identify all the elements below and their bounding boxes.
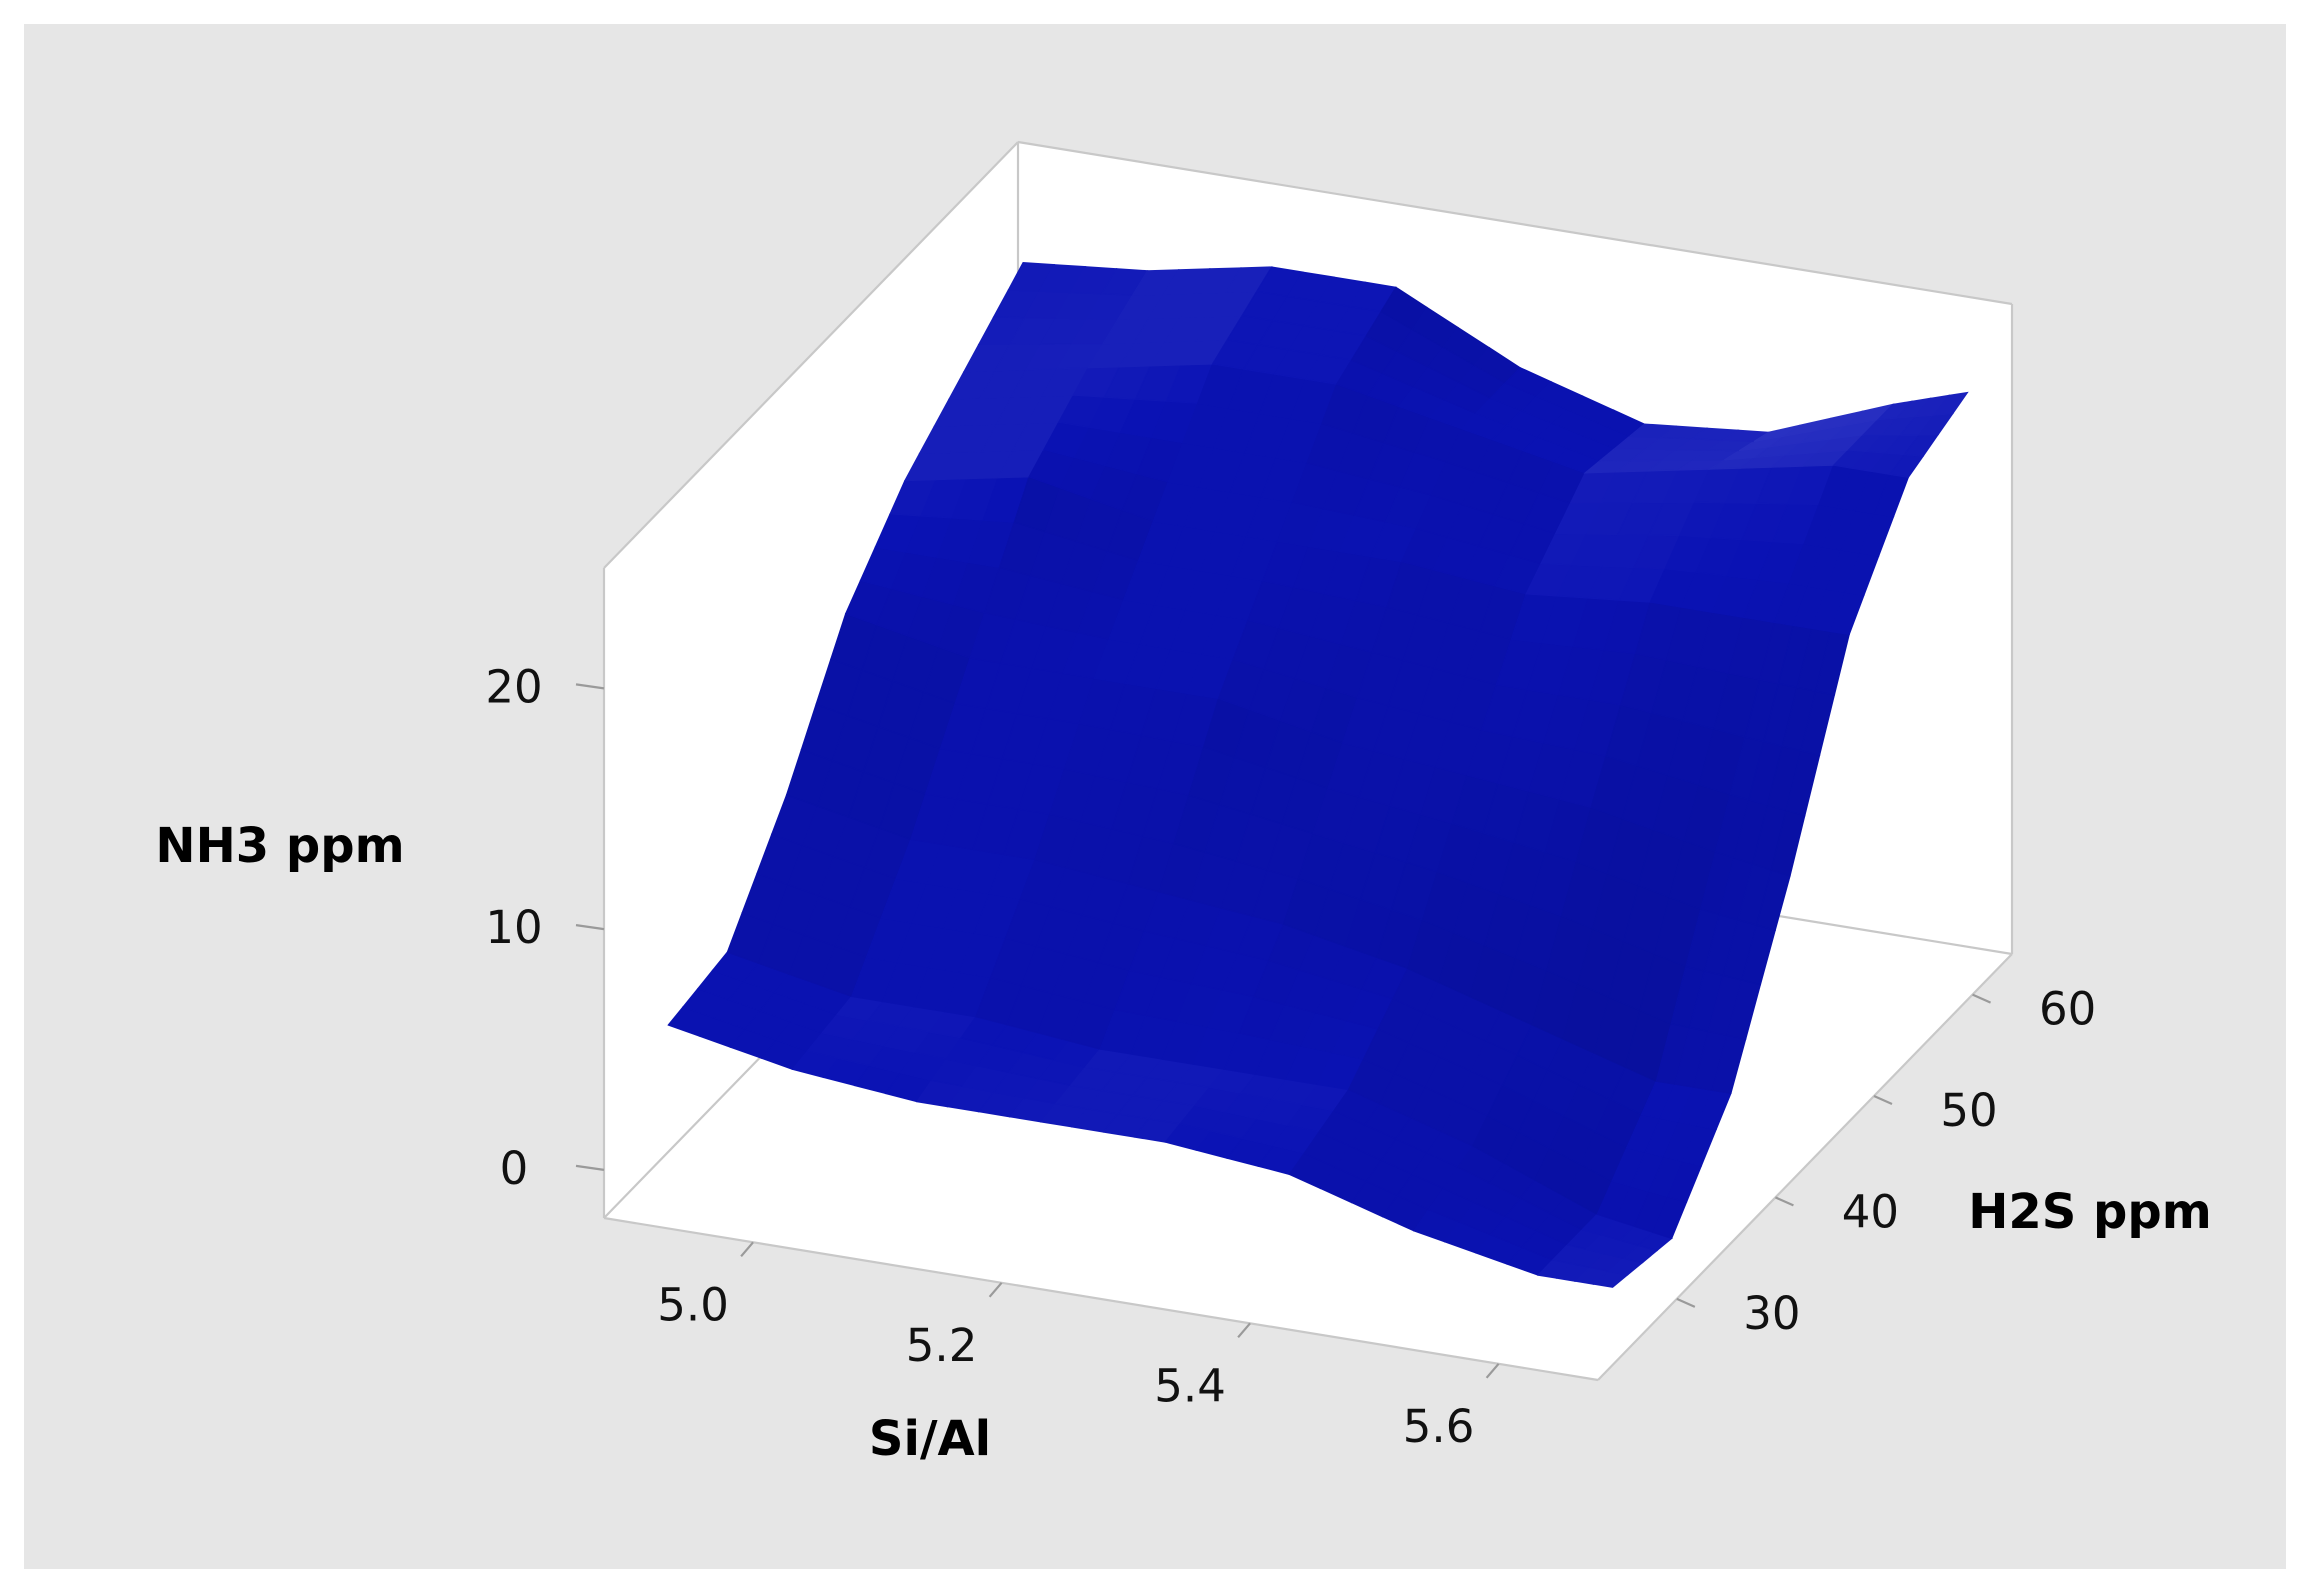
tick-labels: 5.0 5.2 5.4 5.6 30 40 50 60 0 10 20 xyxy=(485,660,2096,1452)
floor-right-edge xyxy=(1597,953,2013,1381)
z-tick-label: 20 xyxy=(485,660,542,713)
x-tick-mark xyxy=(1485,1363,1500,1379)
floor-front-edge xyxy=(603,1216,1599,1382)
surface-patch xyxy=(1932,391,1969,416)
z-tick-mark xyxy=(575,1164,605,1171)
x-axis-title: Si/Al xyxy=(869,1411,991,1467)
y-tick-label: 60 xyxy=(2039,983,2096,1036)
z-tick-mark xyxy=(575,924,605,931)
left-wall-top xyxy=(603,141,1019,569)
z-tick-mark xyxy=(575,683,605,690)
z-axis-title: NH3 ppm xyxy=(155,818,404,874)
x-tick-label: 5.4 xyxy=(1154,1359,1226,1412)
y-axis-title: H2S ppm xyxy=(1968,1184,2212,1240)
y-tick-label: 40 xyxy=(1842,1185,1899,1238)
surface-mesh xyxy=(667,261,1969,1288)
y-tick-label: 50 xyxy=(1940,1084,1997,1137)
y-tick-mark xyxy=(1972,993,1992,1004)
x-tick-label: 5.2 xyxy=(906,1319,978,1372)
z-tick-label: 0 xyxy=(500,1142,529,1195)
x-tick-label: 5.0 xyxy=(657,1278,729,1331)
x-tick-label: 5.6 xyxy=(1403,1400,1475,1453)
y-tick-mark xyxy=(1676,1297,1696,1308)
tick-marks xyxy=(575,683,1992,1379)
y-tick-mark xyxy=(1873,1094,1893,1106)
x-tick-mark xyxy=(1237,1322,1251,1339)
y-tick-mark xyxy=(1774,1196,1794,1207)
y-tick-label: 30 xyxy=(1743,1287,1800,1340)
x-tick-mark xyxy=(988,1282,1003,1298)
x-tick-mark xyxy=(740,1241,754,1258)
z-tick-label: 10 xyxy=(485,901,542,954)
back-wall-top xyxy=(1017,140,2013,306)
